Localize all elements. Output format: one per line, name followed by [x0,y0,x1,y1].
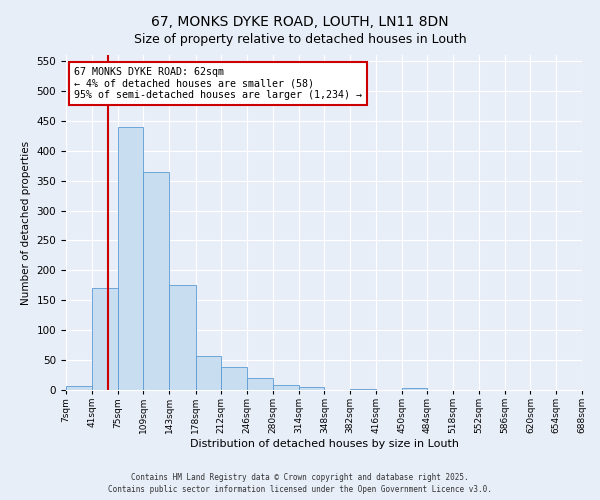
Bar [221,368,247,390]
Bar [66,386,92,390]
Bar [350,389,376,390]
Bar [92,288,118,390]
Text: Size of property relative to detached houses in Louth: Size of property relative to detached ho… [134,32,466,46]
Bar [273,385,299,390]
Bar [299,387,325,390]
Y-axis label: Number of detached properties: Number of detached properties [21,140,31,304]
Bar [401,388,427,390]
Bar [143,172,169,390]
Bar [196,356,221,390]
Bar [169,284,196,390]
Text: 67 MONKS DYKE ROAD: 62sqm
← 4% of detached houses are smaller (58)
95% of semi-d: 67 MONKS DYKE ROAD: 62sqm ← 4% of detach… [74,66,362,100]
Text: 67, MONKS DYKE ROAD, LOUTH, LN11 8DN: 67, MONKS DYKE ROAD, LOUTH, LN11 8DN [151,15,449,29]
Bar [118,127,143,390]
X-axis label: Distribution of detached houses by size in Louth: Distribution of detached houses by size … [190,439,458,449]
Text: Contains HM Land Registry data © Crown copyright and database right 2025.
Contai: Contains HM Land Registry data © Crown c… [108,472,492,494]
Bar [247,378,273,390]
